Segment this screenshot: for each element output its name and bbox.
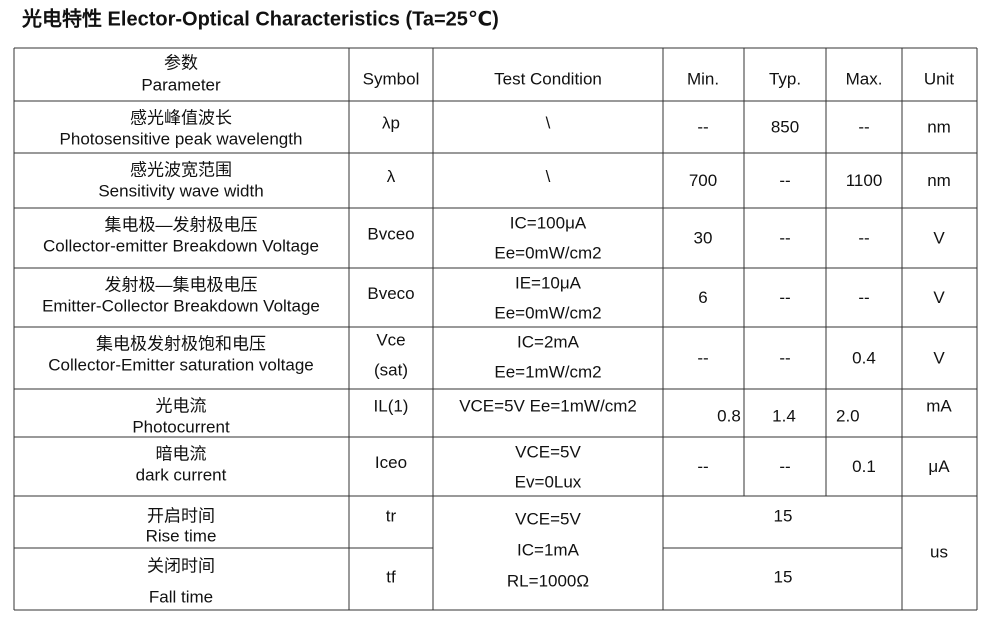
unit: nm bbox=[927, 171, 951, 190]
condition: VCE=5V bbox=[515, 442, 581, 461]
unit: μA bbox=[928, 457, 950, 476]
parameter-cn: 光电流 bbox=[156, 396, 207, 415]
min: 30 bbox=[694, 228, 713, 247]
min: -- bbox=[697, 117, 708, 136]
max: -- bbox=[858, 228, 869, 247]
typ: -- bbox=[779, 228, 790, 247]
typ: -- bbox=[779, 348, 790, 367]
min: 0.8 bbox=[717, 406, 741, 425]
symbol: tr bbox=[386, 506, 397, 525]
symbol: λ bbox=[387, 167, 396, 186]
min: -- bbox=[697, 348, 708, 367]
typ: 15 bbox=[774, 506, 793, 525]
parameter-cn: 感光波宽范围 bbox=[130, 160, 232, 179]
max: -- bbox=[858, 288, 869, 307]
condition: Ee=0mW/cm2 bbox=[494, 243, 601, 262]
parameter-en: Fall time bbox=[149, 587, 213, 606]
symbol: Vce bbox=[376, 330, 405, 349]
condition: Ee=1mW/cm2 bbox=[494, 362, 601, 381]
max: 0.4 bbox=[852, 348, 876, 367]
header-cell: Symbol bbox=[363, 69, 420, 88]
parameter-cn: 暗电流 bbox=[156, 444, 207, 463]
header-cell: Test Condition bbox=[494, 69, 602, 88]
symbol: tf bbox=[386, 567, 396, 586]
max: -- bbox=[858, 117, 869, 136]
symbol: Bveco bbox=[367, 284, 414, 303]
parameter-cn: 开启时间 bbox=[147, 506, 215, 525]
parameter-en: Photosensitive peak wavelength bbox=[60, 129, 303, 148]
condition: RL=1000Ω bbox=[507, 571, 589, 590]
parameter-en: Collector-Emitter saturation voltage bbox=[48, 355, 314, 374]
parameter-cn: 集电极—发射极电压 bbox=[105, 215, 258, 234]
min: 700 bbox=[689, 171, 717, 190]
condition: IC=2mA bbox=[517, 332, 580, 351]
max: 2.0 bbox=[836, 406, 860, 425]
header-cell: Min. bbox=[687, 69, 719, 88]
symbol: (sat) bbox=[374, 360, 408, 379]
condition: VCE=5V Ee=1mW/cm2 bbox=[459, 396, 637, 415]
condition: \ bbox=[546, 167, 551, 186]
parameter-en: Sensitivity wave width bbox=[98, 181, 263, 200]
symbol: Iceo bbox=[375, 453, 407, 472]
max: 0.1 bbox=[852, 457, 876, 476]
parameter-en: Emitter-Collector Breakdown Voltage bbox=[42, 296, 320, 315]
parameter-cn: 发射极—集电极电压 bbox=[105, 275, 258, 294]
symbol: λp bbox=[382, 113, 400, 132]
max: 1100 bbox=[846, 171, 883, 190]
condition: IE=10μA bbox=[515, 273, 582, 292]
title: 光电特性 Elector-Optical Characteristics (Ta… bbox=[21, 6, 499, 30]
unit: V bbox=[933, 288, 945, 307]
typ: 850 bbox=[771, 117, 799, 136]
unit: us bbox=[930, 542, 948, 561]
unit: mA bbox=[926, 396, 952, 415]
header-cell: Unit bbox=[924, 69, 955, 88]
min: -- bbox=[697, 457, 708, 476]
parameter-cn: 感光峰值波长 bbox=[130, 108, 232, 127]
typ: -- bbox=[779, 288, 790, 307]
condition: VCE=5V bbox=[515, 509, 581, 528]
parameter-en: Photocurrent bbox=[132, 417, 230, 436]
unit: V bbox=[933, 348, 945, 367]
parameter-cn: 关闭时间 bbox=[147, 556, 215, 575]
symbol: Bvceo bbox=[367, 224, 414, 243]
typ: 15 bbox=[774, 567, 793, 586]
unit: nm bbox=[927, 117, 951, 136]
typ: -- bbox=[779, 457, 790, 476]
typ: 1.4 bbox=[772, 406, 796, 425]
condition: IC=1mA bbox=[517, 540, 580, 559]
condition: IC=100μA bbox=[510, 213, 587, 232]
typ: -- bbox=[779, 171, 790, 190]
header-cell: 参数 bbox=[164, 53, 198, 72]
symbol: IL(1) bbox=[374, 396, 409, 415]
header-cell: Max. bbox=[846, 69, 883, 88]
parameter-en: dark current bbox=[136, 465, 227, 484]
header-cell: Parameter bbox=[141, 75, 221, 94]
condition: Ev=0Lux bbox=[515, 472, 582, 491]
parameter-en: Rise time bbox=[146, 526, 217, 545]
condition: Ee=0mW/cm2 bbox=[494, 303, 601, 322]
condition: \ bbox=[546, 113, 551, 132]
header-cell: Typ. bbox=[769, 69, 801, 88]
unit: V bbox=[933, 228, 945, 247]
parameter-en: Collector-emitter Breakdown Voltage bbox=[43, 236, 319, 255]
parameter-cn: 集电极发射极饱和电压 bbox=[96, 334, 266, 353]
min: 6 bbox=[698, 288, 707, 307]
